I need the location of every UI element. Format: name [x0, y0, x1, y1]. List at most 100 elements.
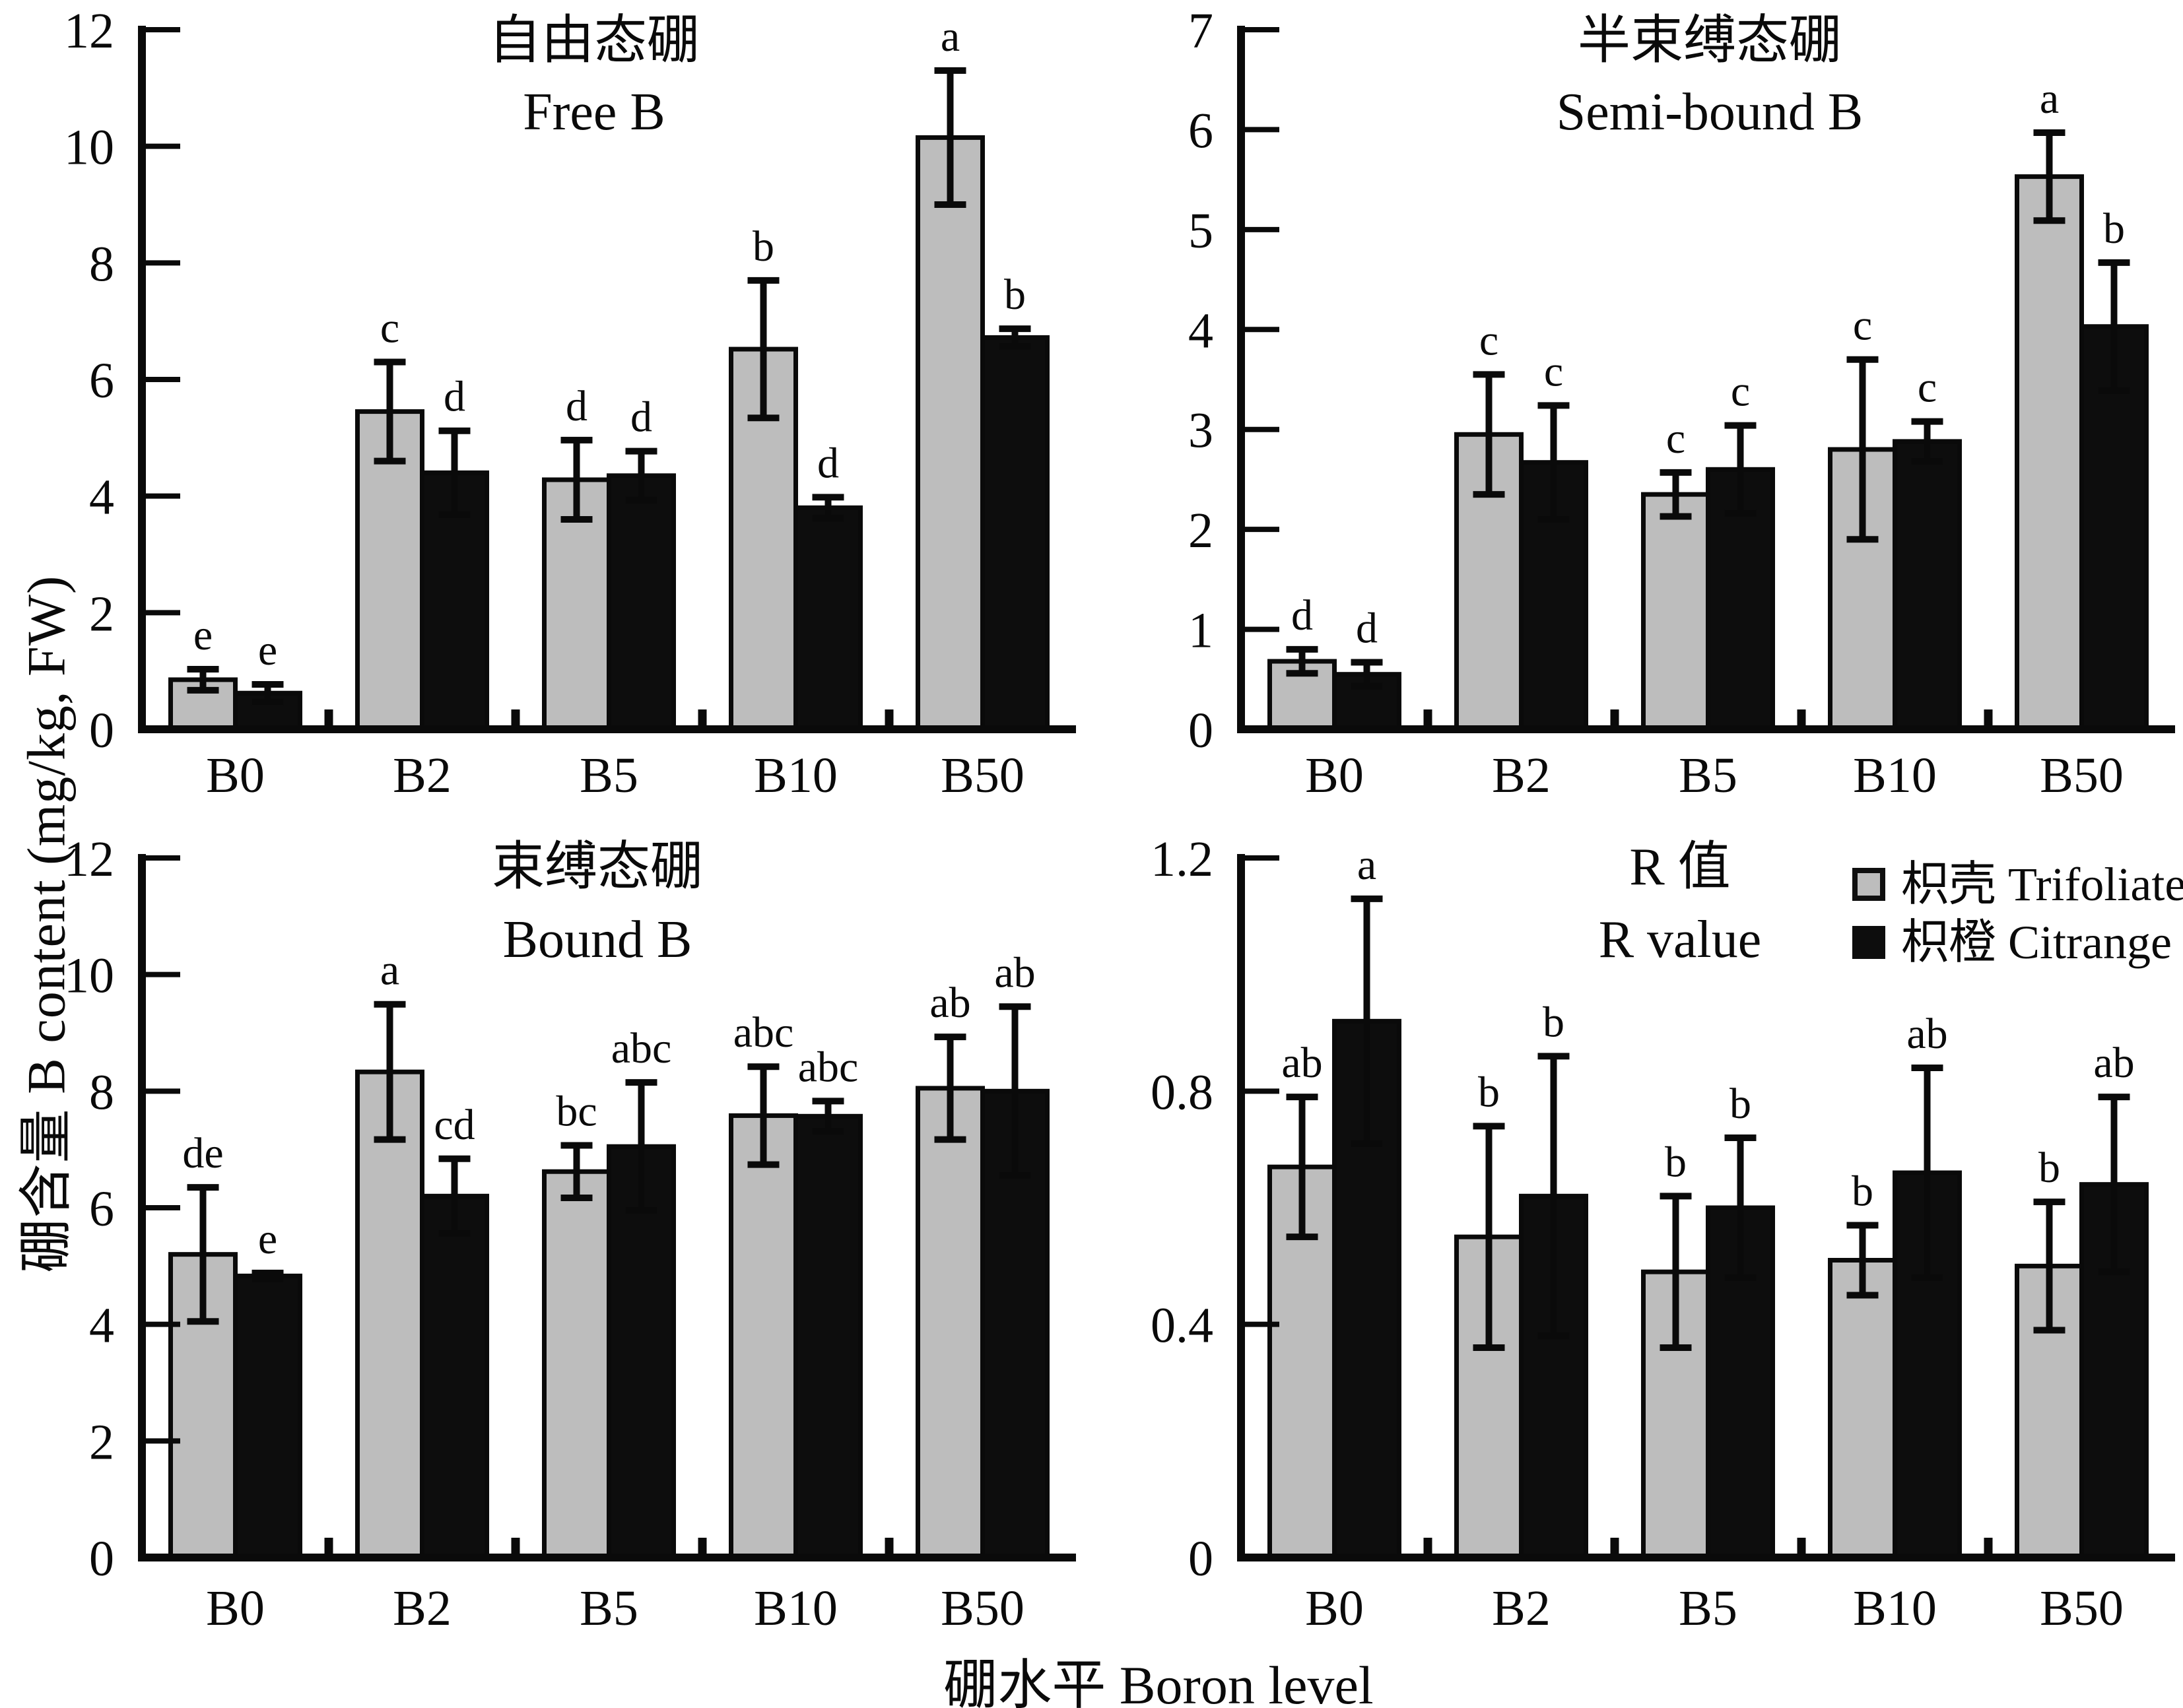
y-tick-label: 4	[89, 1298, 114, 1354]
y-tick-label: 2	[89, 586, 114, 641]
category-label-B10: B10	[754, 748, 838, 803]
category-label-B50: B50	[941, 748, 1024, 803]
sig-letter-trifoliate-B5: bc	[556, 1087, 597, 1135]
x-axis-label: 硼水平 Boron level	[943, 1655, 1374, 1708]
y-tick-label: 12	[64, 3, 114, 59]
sig-letter-trifoliate-B0: de	[182, 1129, 223, 1177]
sig-letter-trifoliate-B50: a	[2040, 75, 2059, 123]
sig-letter-citrange-B10: abc	[798, 1043, 859, 1091]
legend-item-citrange: 枳橙 Citrange	[1852, 919, 2183, 966]
sig-letter-citrange-B0: d	[1356, 605, 1378, 653]
category-label-B2: B2	[393, 1581, 452, 1636]
sig-letter-citrange-B0: a	[1357, 841, 1376, 889]
error-bar-citrange-B10	[812, 494, 844, 522]
sig-letter-trifoliate-B0: d	[1291, 591, 1313, 640]
bar-citrange-B2	[420, 1193, 489, 1560]
sig-letter-trifoliate-B50: ab	[929, 979, 970, 1027]
y-tick-label: 5	[1188, 203, 1213, 259]
category-label-B2: B2	[393, 748, 452, 803]
category-label-B50: B50	[2040, 748, 2124, 803]
category-label-B0: B0	[1305, 748, 1364, 803]
error-bar-trifoliate-B50	[934, 1034, 966, 1143]
category-label-B10: B10	[1853, 1581, 1937, 1636]
error-bar-citrange-B50	[999, 1003, 1031, 1179]
error-bar-trifoliate-B50	[2033, 129, 2065, 224]
y-axis-label: 硼含量 B content (mg/kg, FW)	[16, 575, 77, 1273]
error-bar-citrange-B5	[625, 447, 657, 504]
sig-letter-trifoliate-B10: abc	[733, 1008, 794, 1057]
panel-bottom-left: deeB0acdB2bcabcB5abcabcB10ababB500246810…	[64, 832, 1076, 1636]
error-bar-trifoliate-B5	[560, 436, 593, 523]
category-label-B0: B0	[206, 1581, 265, 1636]
y-tick-label: 10	[64, 120, 114, 176]
sig-letter-trifoliate-B10: c	[1853, 302, 1872, 350]
error-bar-citrange-B0	[1351, 895, 1383, 1147]
y-tick-label: 0	[89, 703, 114, 758]
y-tick-label: 12	[64, 832, 114, 887]
category-label-B2: B2	[1492, 748, 1551, 803]
y-tick-label: 7	[1188, 3, 1213, 59]
bar-trifoliate-B10	[1828, 1258, 1897, 1560]
y-tick-label: 0	[1188, 703, 1213, 758]
bar-citrange-B10	[793, 505, 863, 732]
sig-letter-citrange-B50: b	[1004, 271, 1026, 319]
y-tick-label: 2	[89, 1414, 114, 1470]
sig-letter-citrange-B10: d	[817, 439, 839, 487]
error-bar-citrange-B5	[1724, 1134, 1757, 1281]
bar-trifoliate-B5	[542, 1169, 611, 1560]
panel-title-zh: 半束缚态硼	[1578, 12, 1842, 70]
category-label-B50: B50	[941, 1581, 1024, 1636]
sig-letter-citrange-B50: b	[2103, 205, 2125, 253]
error-bar-citrange-B10	[812, 1098, 844, 1135]
category-label-B10: B10	[1853, 748, 1937, 803]
panel-title-en: Free B	[523, 83, 665, 141]
error-bar-trifoliate-B2	[1473, 1123, 1505, 1351]
error-bar-citrange-B2	[1537, 402, 1570, 523]
category-label-B50: B50	[2040, 1581, 2124, 1636]
error-bar-citrange-B50	[2098, 259, 2130, 394]
bar-citrange-B10	[1893, 439, 1962, 732]
legend-item-trifoliate: 枳壳 Trifoliate	[1852, 861, 2183, 908]
error-bar-citrange-B2	[438, 1155, 471, 1237]
sig-letter-citrange-B50: ab	[994, 948, 1035, 997]
y-tick-label: 6	[1188, 103, 1213, 158]
error-bar-trifoliate-B2	[374, 1001, 406, 1143]
y-tick-label: 0.8	[1151, 1065, 1213, 1120]
panel-title-zh: 自由态硼	[488, 12, 700, 70]
error-bar-citrange-B0	[252, 1269, 284, 1282]
y-tick-label: 2	[1188, 503, 1213, 558]
error-bar-trifoliate-B5	[1660, 1193, 1692, 1351]
sig-letter-citrange-B5: d	[630, 393, 652, 442]
error-bar-trifoliate-B10	[1846, 356, 1879, 543]
error-bar-citrange-B2	[438, 427, 471, 518]
category-label-B2: B2	[1492, 1581, 1551, 1636]
error-bar-trifoliate-B2	[1473, 371, 1505, 498]
sig-letter-citrange-B5: b	[1730, 1080, 1751, 1128]
error-bar-citrange-B5	[1724, 422, 1757, 517]
y-tick-label: 4	[1188, 303, 1213, 358]
sig-letter-trifoliate-B5: c	[1666, 414, 1685, 463]
bar-citrange-B0	[1332, 672, 1401, 732]
sig-letter-citrange-B5: abc	[611, 1024, 672, 1072]
y-tick-label: 8	[89, 1065, 114, 1120]
sig-letter-citrange-B2: b	[1543, 998, 1564, 1046]
bar-trifoliate-B50	[2015, 174, 2084, 732]
sig-letter-trifoliate-B50: b	[2038, 1144, 2060, 1192]
panel-title-en: Bound B	[503, 911, 692, 969]
panel-title-en: R value	[1599, 911, 1762, 969]
sig-letter-citrange-B5: c	[1731, 368, 1750, 416]
error-bar-trifoliate-B5	[560, 1142, 593, 1201]
category-label-B5: B5	[580, 1581, 638, 1636]
sig-letter-citrange-B50: ab	[2093, 1039, 2134, 1087]
error-bar-trifoliate-B0	[1286, 645, 1318, 677]
panel-title-zh: 束缚态硼	[492, 838, 703, 896]
legend: 枳壳 Trifoliate 枳橙 Citrange	[1852, 861, 2183, 966]
error-bar-citrange-B50	[2098, 1094, 2130, 1276]
sig-letter-citrange-B0: e	[258, 1215, 277, 1263]
citrange-swatch-icon	[1852, 926, 1885, 959]
error-bar-trifoliate-B50	[934, 67, 966, 208]
sig-letter-trifoliate-B2: b	[1478, 1068, 1500, 1116]
